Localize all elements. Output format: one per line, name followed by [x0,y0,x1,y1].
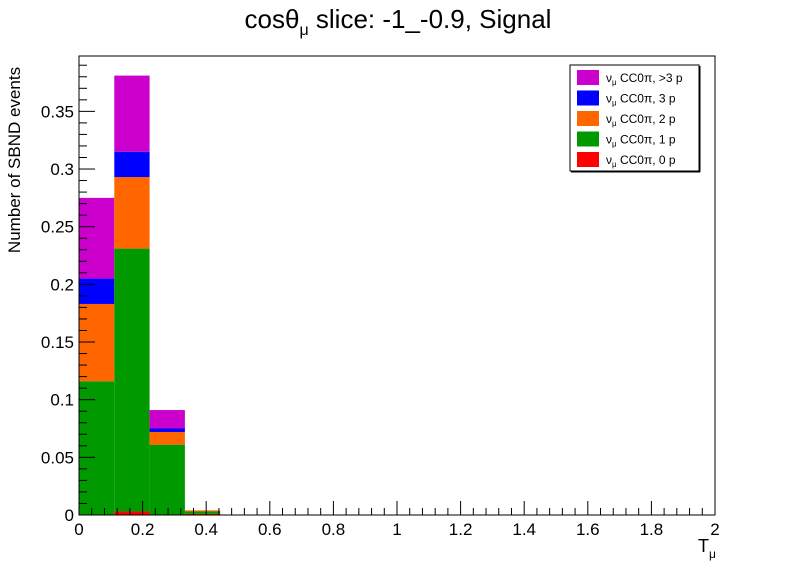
x-tick-label: 0.8 [322,520,346,539]
legend-label: νμ CC0π, >3 p [606,71,683,87]
x-tick-label: 1.4 [512,520,536,539]
bar-segment [184,513,221,515]
chart-title: cosθμ slice: -1_-0.9, Signal [245,4,552,39]
x-tick-label: 0.4 [194,520,218,539]
y-tick-label: 0 [65,506,74,525]
bar-segment [79,303,115,382]
bar-segment [184,511,221,514]
legend-swatch [577,131,599,147]
legend-label: νμ CC0π, 3 p [606,92,676,108]
bar-segment [114,248,150,512]
bar-segment [184,510,221,512]
y-tick-label: 0.2 [50,275,74,294]
bar-segment [79,278,115,304]
y-tick-label: 0.3 [50,160,74,179]
bar-segment [149,428,185,432]
bars-layer [79,75,221,515]
x-tick-label: 1.2 [449,520,473,539]
bar-segment [79,381,115,515]
legend-label: νμ CC0π, 0 p [606,153,676,169]
y-tick-label: 0.1 [50,391,74,410]
y-axis-label: Number of SBND events [5,67,24,253]
y-tick-label: 0.25 [41,218,74,237]
legend-swatch [577,152,599,167]
bar-segment [114,511,150,515]
chart-title-subscript: μ [299,22,308,39]
bar-segment [149,431,185,445]
x-tick-label: 1 [392,520,401,539]
x-axis-label: Tμ [698,536,716,561]
legend-label: νμ CC0π, 2 p [606,112,676,128]
bar-segment [149,444,185,515]
x-tick-label: 0.2 [131,520,155,539]
bar-segment [114,75,150,152]
x-tick-label: 0.6 [258,520,282,539]
y-tick-label: 0.05 [41,448,74,467]
legend-swatch [577,111,599,126]
legend: νμ CC0π, >3 p νμ CC0π, 3 p νμ CC0π, 2 p νμ … [569,64,701,173]
bar-segment [114,151,150,178]
x-tick-label: 1.8 [640,520,664,539]
y-tick-label: 0.35 [41,102,74,121]
x-tick-label: 2 [710,520,719,539]
axes-layer: 0 0.2 0.4 0.6 0.8 1 1.2 1.4 1.6 1.8 2 0 0.05 0.1 0.15 0… [41,55,720,539]
bar-segment [114,177,150,249]
y-tick-label: 0.15 [41,333,74,352]
x-tick-label: 1.6 [576,520,600,539]
bar-segment [149,410,185,429]
legend-swatch [577,90,599,106]
legend-swatch [577,70,599,85]
x-tick-label: 0 [74,520,83,539]
legend-label: νμ CC0π, 1 p [606,133,676,149]
